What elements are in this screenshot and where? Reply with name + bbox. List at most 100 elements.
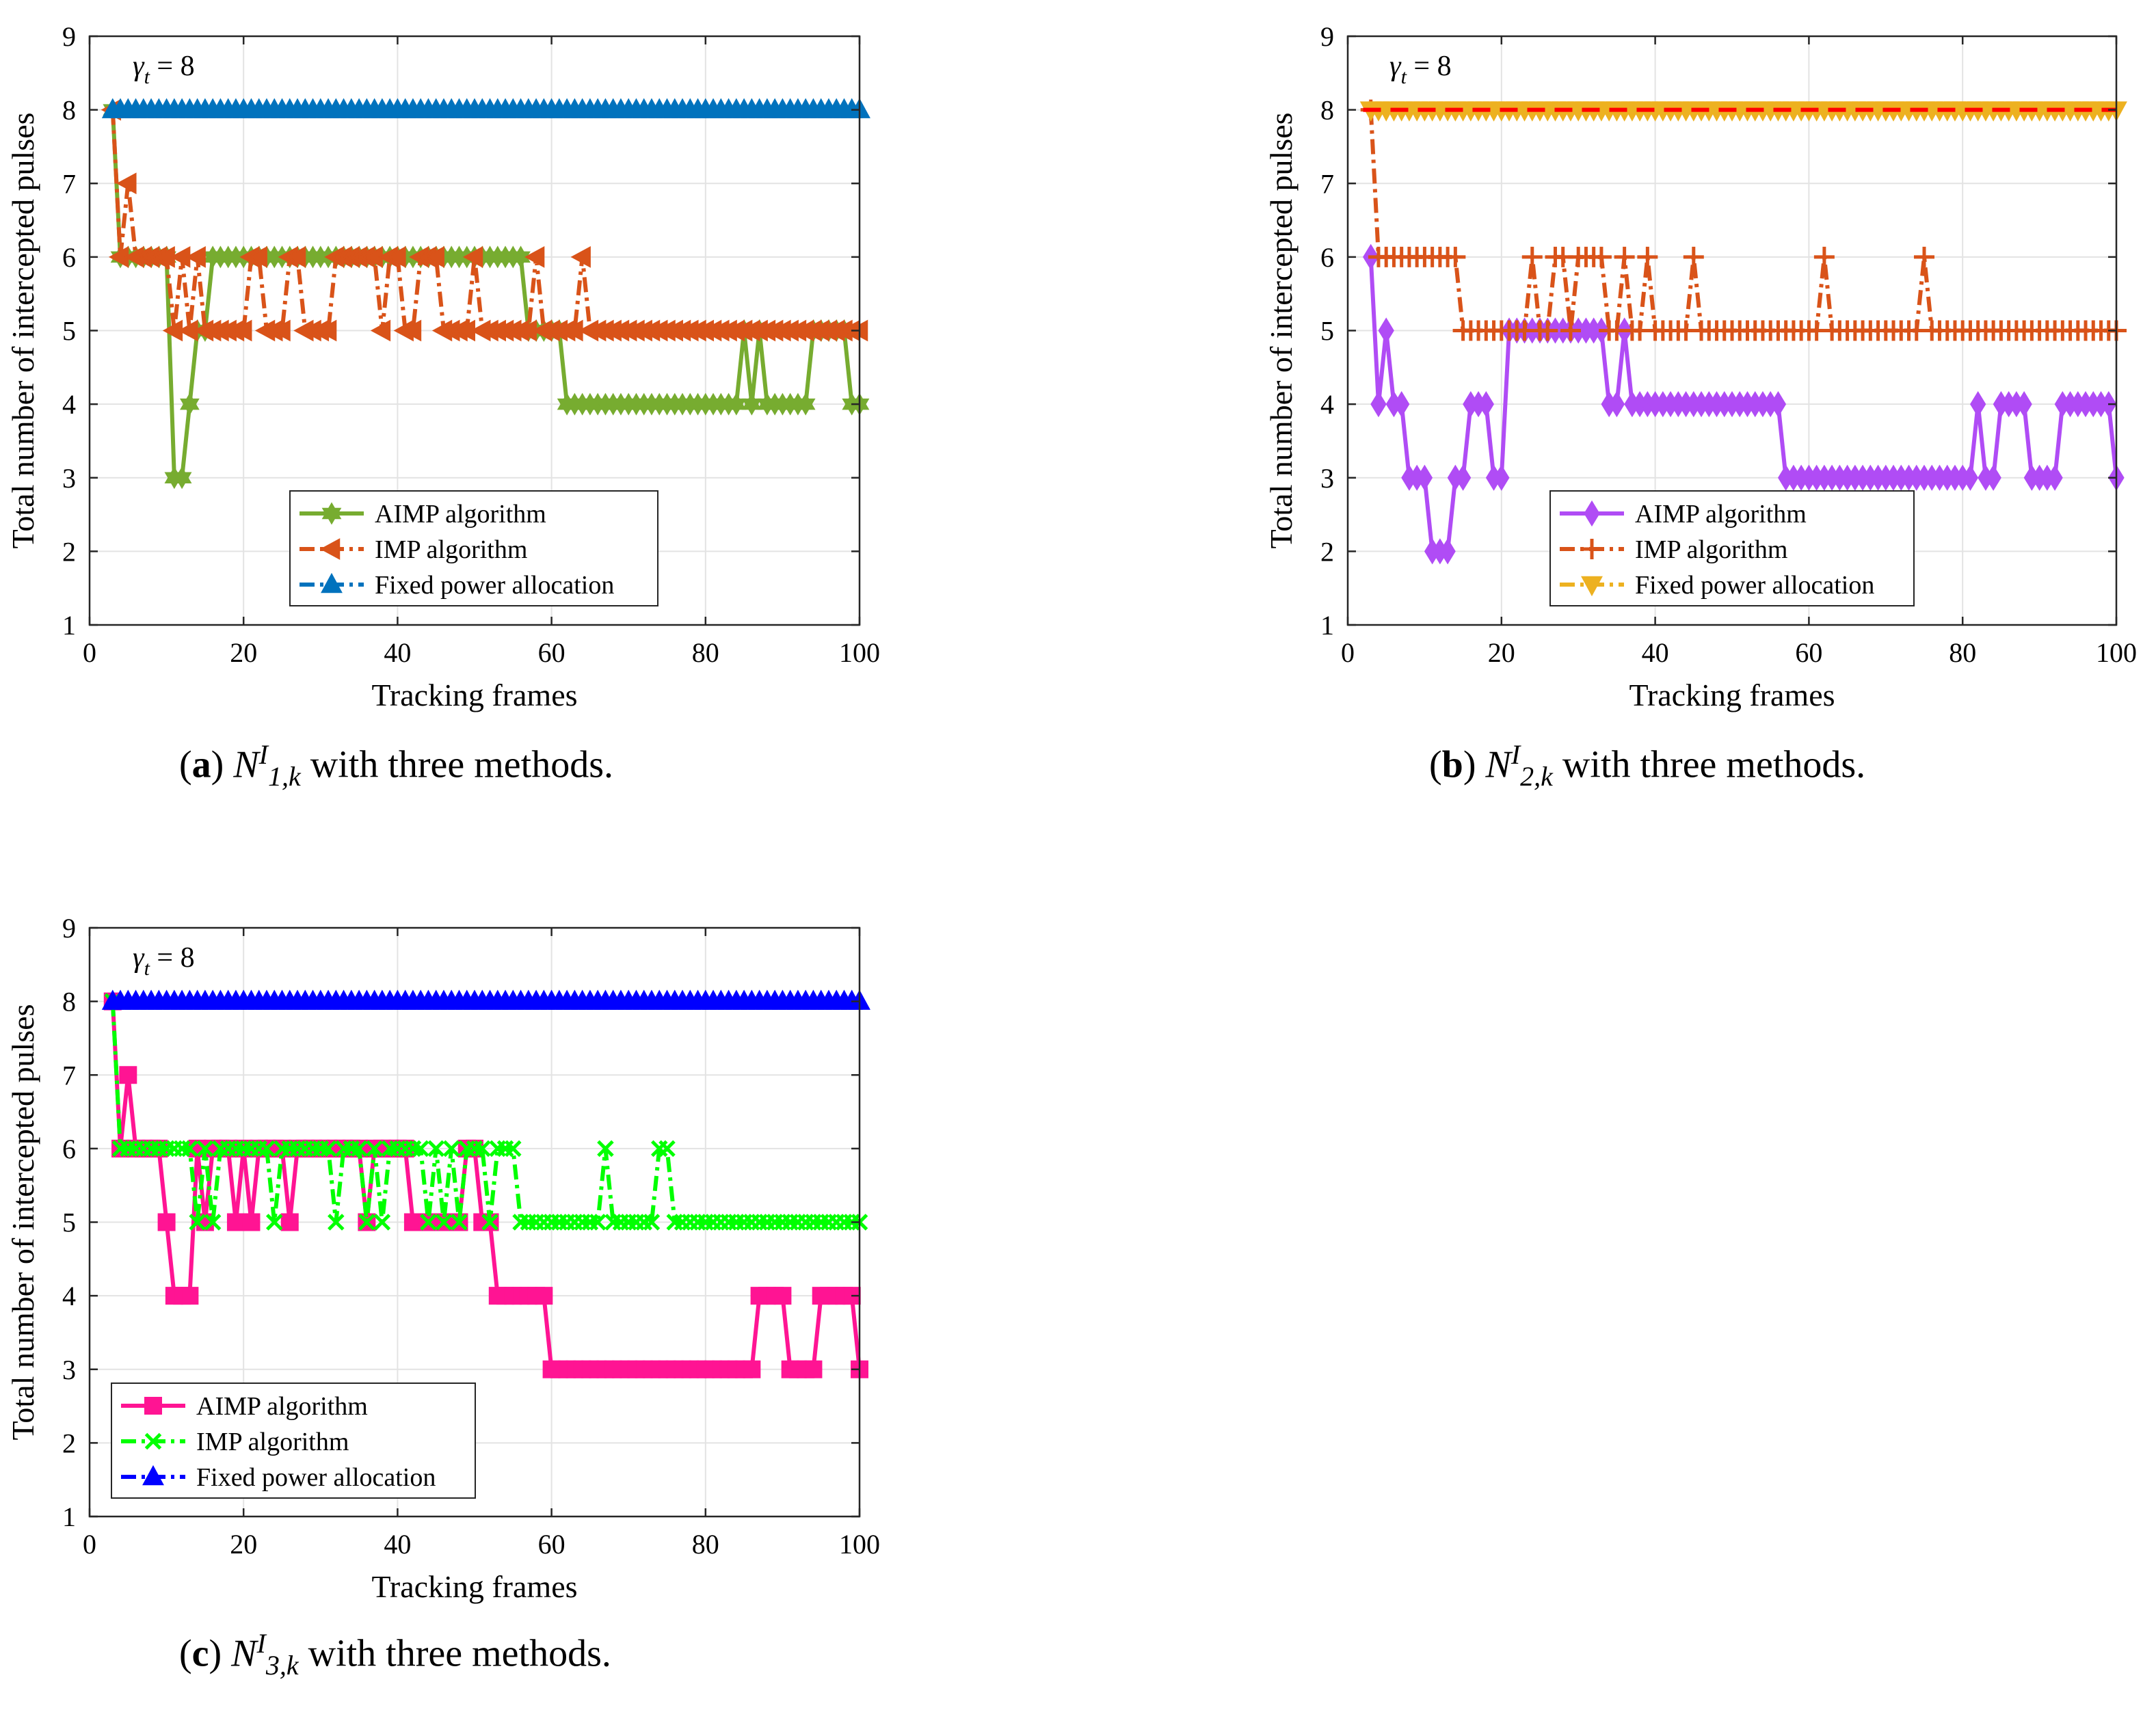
data-point-marker [242,1213,261,1231]
data-point-marker [1637,246,1658,267]
legend-label: AIMP algorithm [1635,500,1807,529]
gamma-symbol: γ [133,942,145,974]
gamma-subscript: t [1401,66,1407,88]
data-point-marker [116,172,137,195]
panel-c-chart: 0 20 40 60 80 100 1 2 3 4 5 6 7 8 9 Tracking frames Tota… [5,913,880,1604]
y-tick-label: 1 [1320,610,1334,641]
data-point-marker [280,1213,299,1231]
data-point-marker [1394,390,1410,418]
y-tick-label: 4 [1320,389,1334,420]
data-point-marker [196,1140,214,1158]
data-point-marker [1581,576,1603,597]
data-point-marker [795,392,816,416]
series-fixed-power-allocation [101,98,870,118]
y-tick-label: 2 [62,536,76,567]
legend: AIMP algorithm IMP algorithm Fixed power a… [1549,490,1915,606]
y-tick-label: 6 [62,1134,76,1164]
data-point-marker [1985,464,2001,491]
marker-part [180,398,200,416]
data-point-marker [181,1287,199,1305]
data-point-marker [1813,246,1835,267]
legend-label: IMP algorithm [375,535,527,564]
data-point-marker [442,1140,460,1158]
data-point-marker [658,1140,676,1158]
y-tick-label: 6 [1320,242,1334,273]
data-point-marker [328,1214,345,1231]
x-tick-label: 0 [1341,637,1355,668]
data-point-marker [505,1140,522,1158]
legend: AIMP algorithm IMP algorithm Fixed power a… [289,490,658,606]
data-point-marker [1914,246,1934,267]
gamma-subscript: t [144,66,150,88]
data-point-marker [424,245,444,268]
marker-part [321,507,342,525]
gamma-subscript: t [144,957,150,980]
data-point-marker [1770,390,1787,418]
y-tick-label: 3 [62,1354,76,1385]
data-point-marker [1683,246,1704,267]
y-tick-label: 7 [62,1060,76,1091]
data-point-marker [435,1214,453,1231]
x-tick-label: 60 [538,637,565,668]
y-tick-label: 8 [62,987,76,1017]
data-point-marker [1439,538,1456,565]
data-point-marker [597,1140,614,1158]
y-tick-label: 5 [1320,316,1334,347]
x-tick-label: 100 [839,637,880,668]
x-tick-label: 20 [230,1529,257,1560]
y-axis-label: Total number of intercepted pulses [5,1004,40,1440]
data-point-marker [319,538,341,560]
data-point-marker [1962,464,1979,491]
data-point-marker [589,1214,607,1231]
marker-part [742,398,762,416]
data-point-marker [144,1397,162,1415]
x-tick-label: 100 [839,1529,880,1560]
data-point-marker [773,1287,792,1305]
data-point-marker [511,245,531,269]
data-point-marker [319,1140,337,1158]
data-point-marker [189,1214,206,1231]
data-point-marker [350,1140,368,1158]
data-point-marker [204,1214,222,1231]
x-axis-label: Tracking frames [1629,678,1835,712]
legend: AIMP algorithm IMP algorithm Fixed power a… [111,1382,476,1499]
y-tick-label: 2 [1320,536,1334,567]
data-point-marker [481,1214,498,1231]
data-point-marker [232,319,252,342]
series-imp-algorithm [1360,99,2127,341]
data-point-marker [157,1213,176,1231]
y-tick-label: 3 [1320,463,1334,494]
data-point-marker [1493,464,1510,491]
data-point-marker [1478,390,1494,418]
y-tick-label: 6 [62,242,76,273]
data-point-marker [1608,390,1625,418]
gamma-value: = 8 [1407,51,1452,82]
caption-b: (b) NI2,k with three methods. [1429,739,1866,792]
y-tick-label: 9 [1320,21,1334,52]
data-point-marker [370,319,391,342]
data-point-marker [1560,320,1581,341]
data-point-marker [270,319,291,342]
data-point-marker [451,1214,468,1231]
data-point-marker [1582,539,1602,559]
data-point-marker [247,245,267,268]
data-point-marker [462,245,483,268]
data-point-marker [172,466,192,490]
gamma-annotation: γt = 8 [133,51,195,88]
data-point-marker [185,245,206,268]
x-tick-label: 60 [1795,637,1822,668]
gamma-symbol: γ [133,51,145,82]
data-point-marker [119,1066,137,1084]
y-tick-label: 7 [1320,168,1334,199]
x-tick-label: 40 [384,1529,411,1560]
y-tick-label: 9 [62,21,76,52]
gamma-value: = 8 [150,51,195,82]
y-tick-label: 3 [62,463,76,494]
data-point-marker [265,1214,283,1231]
panel-b-chart: 0 20 40 60 80 100 1 2 3 4 5 6 7 8 9 Tracking frames Tota… [1264,21,2137,712]
x-tick-label: 40 [1642,637,1669,668]
data-point-marker [524,245,545,268]
legend-label: AIMP algorithm [375,500,546,529]
data-point-marker [804,1360,823,1378]
